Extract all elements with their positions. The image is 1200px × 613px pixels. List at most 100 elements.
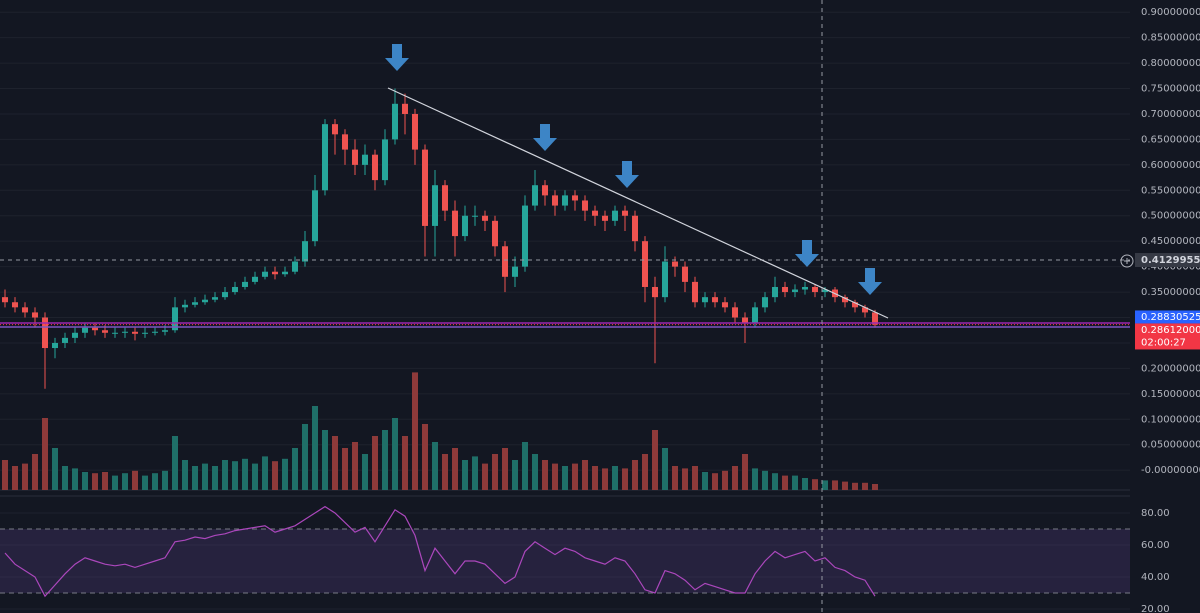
candle-body bbox=[262, 271, 268, 277]
candle-body bbox=[232, 286, 238, 293]
crosshair-plus-icon bbox=[1124, 258, 1130, 264]
y-tick-label: 0.80000000 bbox=[1141, 58, 1200, 69]
candle-body bbox=[792, 289, 798, 293]
y-tick-label: 0.40000000 bbox=[1141, 262, 1200, 273]
volume-bar bbox=[662, 448, 668, 490]
countdown-label: 02:00:27 bbox=[1141, 337, 1186, 348]
candle-body bbox=[592, 210, 598, 216]
candle-body bbox=[742, 317, 748, 323]
candle-body bbox=[472, 215, 478, 217]
volume-bar bbox=[312, 406, 318, 490]
volume-bar bbox=[162, 470, 168, 490]
volume-bar bbox=[502, 448, 508, 490]
y-tick-label: 20.00 bbox=[1141, 604, 1170, 613]
candle-body bbox=[672, 261, 678, 267]
volume-bar bbox=[632, 460, 638, 490]
volume-bar bbox=[792, 475, 798, 490]
candle-body bbox=[642, 241, 648, 287]
arrow bbox=[795, 240, 819, 267]
candle-body bbox=[752, 307, 758, 323]
candle-body bbox=[562, 195, 568, 206]
candle-body bbox=[2, 297, 8, 303]
y-tick-label: 0.75000000 bbox=[1141, 84, 1200, 95]
candle-body bbox=[692, 281, 698, 303]
candle-body bbox=[632, 215, 638, 242]
volume-bar bbox=[282, 458, 288, 490]
volume-bar bbox=[702, 472, 708, 490]
crosshair-plus[interactable] bbox=[1120, 254, 1134, 268]
y-tick-label: 0.70000000 bbox=[1141, 109, 1200, 120]
volume-bar bbox=[202, 463, 208, 490]
volume-bar bbox=[462, 460, 468, 490]
volume-bar bbox=[642, 454, 648, 490]
volume-bar bbox=[532, 454, 538, 490]
volume-bar bbox=[552, 463, 558, 490]
volume-bar bbox=[732, 466, 738, 490]
volume-bar bbox=[492, 454, 498, 490]
y-tick-label: -0.00000000 bbox=[1141, 465, 1200, 476]
candle-body bbox=[572, 195, 578, 201]
candle-body bbox=[802, 286, 808, 290]
candle-body bbox=[582, 200, 588, 211]
candle-body bbox=[312, 190, 318, 242]
volume-bar bbox=[42, 418, 48, 490]
volume-bar bbox=[272, 461, 278, 490]
volume-bar bbox=[32, 454, 38, 490]
candle-body bbox=[362, 154, 368, 165]
volume-bar bbox=[182, 460, 188, 490]
volume-bar bbox=[132, 470, 138, 490]
rsi-pane bbox=[0, 505, 1130, 598]
candle-body bbox=[172, 307, 178, 331]
volume-bar bbox=[52, 448, 58, 490]
candle-body bbox=[842, 297, 848, 303]
candle-body bbox=[52, 342, 58, 349]
candle-body bbox=[612, 210, 618, 221]
crosshair-label-bg bbox=[1135, 253, 1200, 268]
candle-body bbox=[542, 185, 548, 196]
volume-bar bbox=[512, 460, 518, 490]
crosshair-label: 0.41299552 bbox=[1141, 255, 1200, 266]
volume-bar bbox=[362, 454, 368, 490]
volume-bar bbox=[862, 482, 868, 490]
candle-body bbox=[722, 302, 728, 308]
candle-body bbox=[222, 292, 228, 298]
candle-body bbox=[62, 337, 68, 343]
candle-body bbox=[132, 331, 138, 334]
candle-body bbox=[372, 154, 378, 181]
volume-bar bbox=[762, 470, 768, 490]
candle-body bbox=[422, 149, 428, 226]
volume-bar bbox=[122, 473, 128, 490]
volume-bar bbox=[592, 466, 598, 490]
volume-bar bbox=[602, 468, 608, 490]
volume-bar bbox=[342, 448, 348, 490]
volume-bar bbox=[772, 473, 778, 490]
volume-bar bbox=[142, 475, 148, 490]
candle-body bbox=[662, 261, 668, 298]
candle-body bbox=[92, 327, 98, 331]
candle-body bbox=[502, 246, 508, 277]
volume-bar bbox=[252, 463, 258, 490]
volume-bar bbox=[852, 482, 858, 490]
candle-body bbox=[322, 124, 328, 191]
volume-bar bbox=[452, 448, 458, 490]
volume-bar bbox=[2, 460, 8, 490]
candle-body bbox=[852, 302, 858, 308]
y-tick-label: 0.55000000 bbox=[1141, 185, 1200, 196]
volume-bar bbox=[212, 466, 218, 490]
volume-bar bbox=[92, 473, 98, 490]
last-price-bg bbox=[1135, 310, 1200, 324]
arrow bbox=[533, 124, 557, 151]
volume-bar bbox=[692, 466, 698, 490]
y-tick-label: 0.60000000 bbox=[1141, 160, 1200, 171]
candle-body bbox=[682, 266, 688, 282]
y-tick-label: 0.65000000 bbox=[1141, 134, 1200, 145]
volume-bar bbox=[62, 466, 68, 490]
volume-bar bbox=[782, 475, 788, 490]
trend-line bbox=[387, 87, 889, 319]
volume-bar bbox=[842, 481, 848, 490]
volume-bar bbox=[382, 430, 388, 490]
y-tick-label: 0.50000000 bbox=[1141, 211, 1200, 222]
last-price-label: 0.28830525 bbox=[1141, 312, 1200, 323]
volume-bar bbox=[82, 472, 88, 490]
candle-body bbox=[522, 205, 528, 267]
